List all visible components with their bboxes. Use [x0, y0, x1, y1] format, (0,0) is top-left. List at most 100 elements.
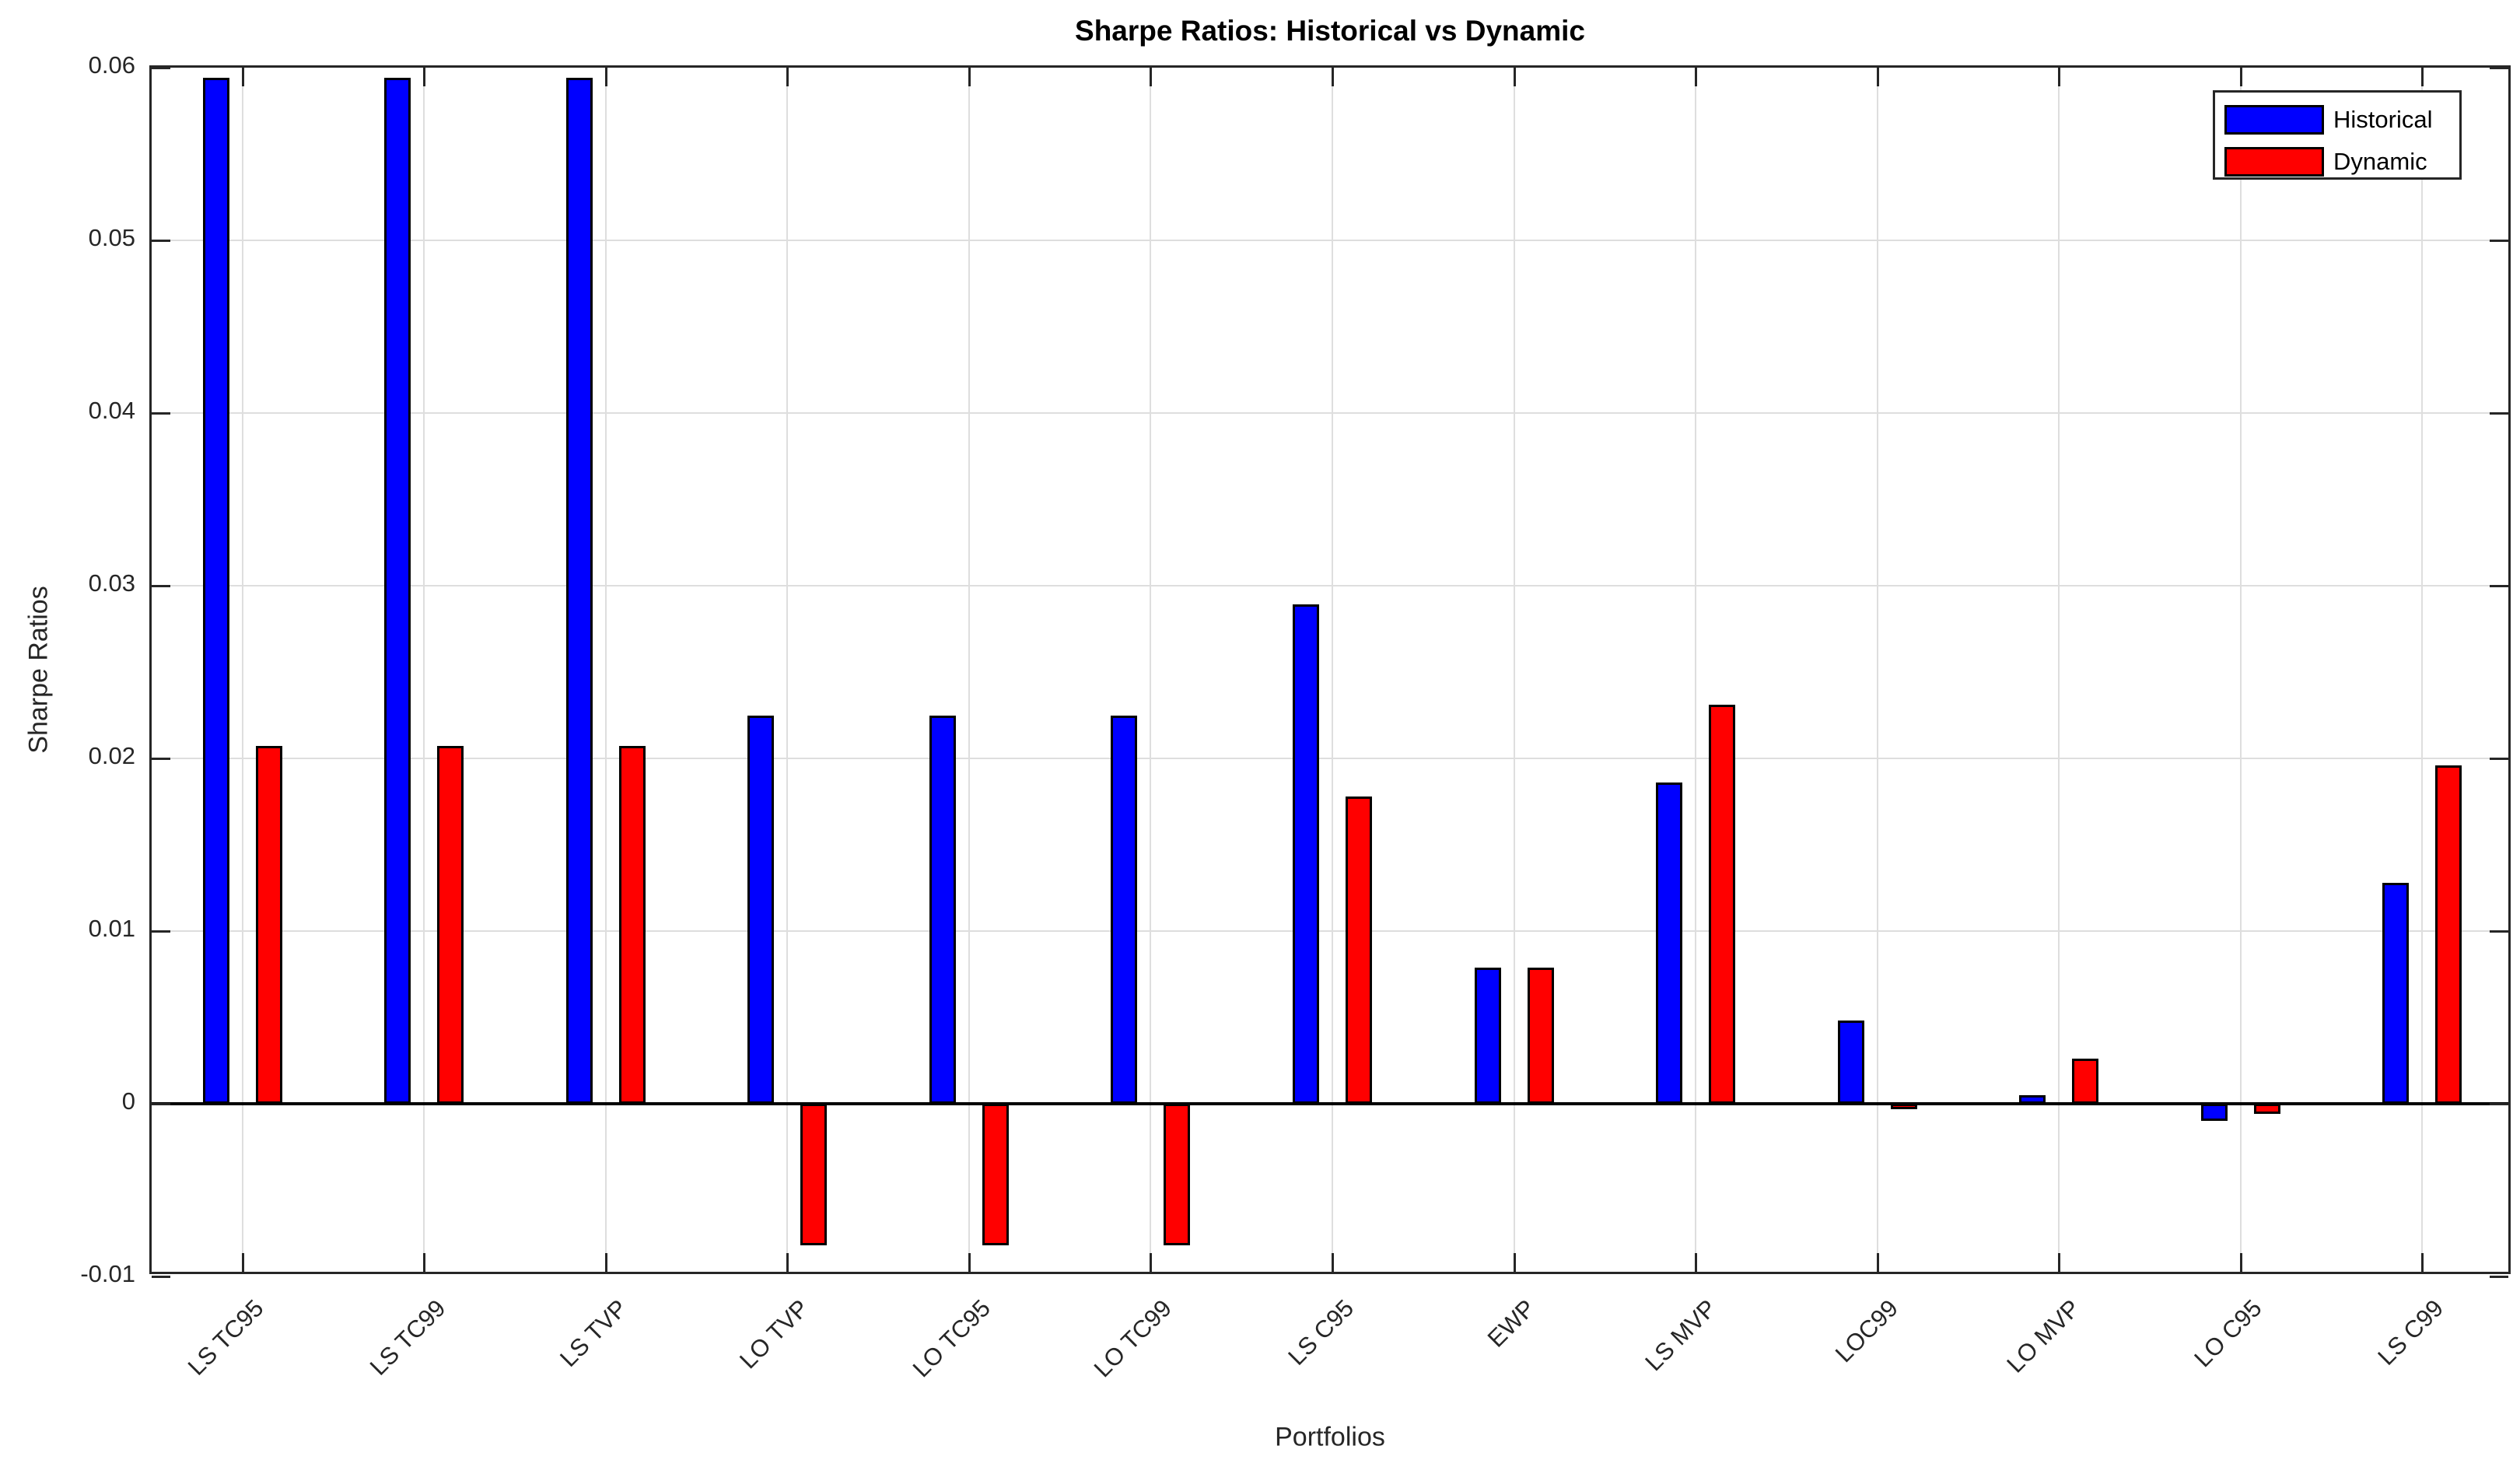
y-tick-mark	[152, 1276, 170, 1278]
x-gridline	[2058, 68, 2060, 1272]
legend-item-dynamic: Dynamic	[2215, 141, 2459, 183]
x-gridline	[1695, 68, 1697, 1272]
x-gridline	[241, 68, 243, 1272]
x-gridline	[1332, 68, 1333, 1272]
plot-area	[149, 65, 2511, 1278]
bar-historical-ls-c99	[2382, 882, 2410, 1104]
x-tick-mark-top	[1513, 68, 1516, 86]
x-tick-label: LS TC95	[182, 1294, 269, 1381]
x-tick-mark	[786, 1253, 789, 1272]
x-tick-mark	[423, 1253, 426, 1272]
x-tick-mark-top	[423, 68, 426, 86]
y-tick-mark-right	[2490, 240, 2508, 242]
bar-dynamic-lo-tvp	[800, 1104, 828, 1246]
x-tick-mark	[241, 1253, 244, 1272]
x-tick-label: LOC99	[1830, 1294, 1904, 1368]
x-tick-mark-top	[1150, 68, 1153, 86]
legend-swatch-dynamic	[2224, 147, 2324, 177]
y-tick-mark	[152, 412, 170, 415]
bar-historical-ls-tc99	[384, 78, 411, 1104]
bar-dynamic-ls-mvp	[1709, 705, 1736, 1104]
bar-historical-loc99	[1837, 1021, 1864, 1104]
y-gridline	[152, 412, 2508, 414]
x-tick-mark	[2058, 1253, 2061, 1272]
legend-label-historical: Historical	[2333, 106, 2433, 133]
x-tick-mark	[1332, 1253, 1334, 1272]
x-gridline	[423, 68, 425, 1272]
bar-dynamic-ls-tc99	[437, 746, 464, 1104]
x-tick-mark-top	[968, 68, 971, 86]
x-tick-mark	[1876, 1253, 1879, 1272]
x-tick-mark-top	[241, 68, 244, 86]
y-tick-mark	[152, 585, 170, 587]
bar-historical-lo-c95	[2200, 1104, 2228, 1122]
bar-historical-lo-tvp	[747, 715, 775, 1104]
x-tick-label: LO TC95	[907, 1294, 996, 1383]
x-gridline	[604, 68, 607, 1272]
bar-historical-ls-mvp	[1656, 783, 1683, 1104]
bar-historical-ewp	[1474, 967, 1501, 1104]
bar-historical-lo-mvp	[2019, 1094, 2046, 1104]
y-tick-label: 0.01	[88, 915, 135, 942]
x-gridline	[1150, 68, 1152, 1272]
bar-historical-ls-tc95	[202, 78, 229, 1104]
x-tick-mark-top	[604, 68, 607, 86]
x-tick-label: EWP	[1482, 1294, 1541, 1353]
bar-dynamic-lo-tc95	[982, 1104, 1009, 1246]
bar-historical-lo-tc95	[929, 715, 956, 1104]
zero-baseline	[152, 1102, 2508, 1105]
legend-item-historical: Historical	[2215, 99, 2459, 141]
bar-dynamic-lo-mvp	[2072, 1059, 2099, 1104]
x-axis-label: Portfolios	[1275, 1422, 1385, 1452]
x-tick-mark	[2421, 1253, 2424, 1272]
y-tick-label: 0.02	[88, 742, 135, 769]
x-tick-mark-top	[2058, 68, 2061, 86]
y-tick-mark-right	[2490, 585, 2508, 587]
bar-historical-lo-tc99	[1111, 715, 1138, 1104]
legend-label-dynamic: Dynamic	[2333, 148, 2427, 175]
y-tick-mark-right	[2490, 758, 2508, 760]
y-tick-mark	[152, 758, 170, 760]
x-tick-label: LO TC99	[1088, 1294, 1178, 1383]
y-gridline	[152, 585, 2508, 586]
y-tick-mark	[152, 930, 170, 933]
legend: Historical Dynamic	[2213, 90, 2462, 180]
y-tick-label: -0.01	[80, 1260, 135, 1287]
y-tick-label: 0	[121, 1087, 135, 1115]
legend-swatch-historical	[2224, 105, 2324, 135]
bar-dynamic-ls-tc95	[255, 746, 282, 1104]
y-tick-mark	[152, 1103, 170, 1105]
y-tick-mark-right	[2490, 1276, 2508, 1278]
bar-dynamic-ls-tvp	[618, 746, 646, 1104]
x-tick-mark-top	[786, 68, 789, 86]
x-tick-label: LO C95	[2189, 1294, 2267, 1373]
y-axis-label: Sharpe Ratios	[23, 586, 54, 754]
y-tick-label: 0.05	[88, 224, 135, 251]
x-gridline	[786, 68, 789, 1272]
y-tick-mark-right	[2490, 1103, 2508, 1105]
y-tick-label: 0.06	[88, 51, 135, 79]
y-gridline	[152, 930, 2508, 932]
x-tick-label: LS C95	[1282, 1294, 1359, 1371]
x-tick-label: LS TC99	[364, 1294, 451, 1381]
x-tick-label: LO TVP	[733, 1294, 814, 1374]
y-gridline	[152, 758, 2508, 759]
bar-dynamic-ewp	[1527, 967, 1554, 1104]
x-tick-mark-top	[1876, 68, 1879, 86]
y-gridline	[152, 240, 2508, 241]
x-gridline	[2421, 68, 2424, 1272]
x-tick-label: LS TVP	[554, 1294, 632, 1372]
x-tick-label: LO MVP	[2001, 1294, 2085, 1378]
x-tick-label: LS MVP	[1640, 1294, 1722, 1377]
bar-dynamic-ls-c95	[1346, 796, 1372, 1104]
x-tick-mark	[968, 1253, 971, 1272]
x-tick-mark	[1695, 1253, 1698, 1272]
x-tick-mark	[604, 1253, 607, 1272]
x-tick-mark-top	[2239, 68, 2242, 86]
bar-dynamic-loc99	[1890, 1104, 1917, 1109]
x-tick-mark-top	[1695, 68, 1698, 86]
chart-title: Sharpe Ratios: Historical vs Dynamic	[1075, 15, 1585, 47]
y-tick-mark-right	[2490, 67, 2508, 69]
bar-dynamic-lo-tc99	[1164, 1104, 1191, 1246]
